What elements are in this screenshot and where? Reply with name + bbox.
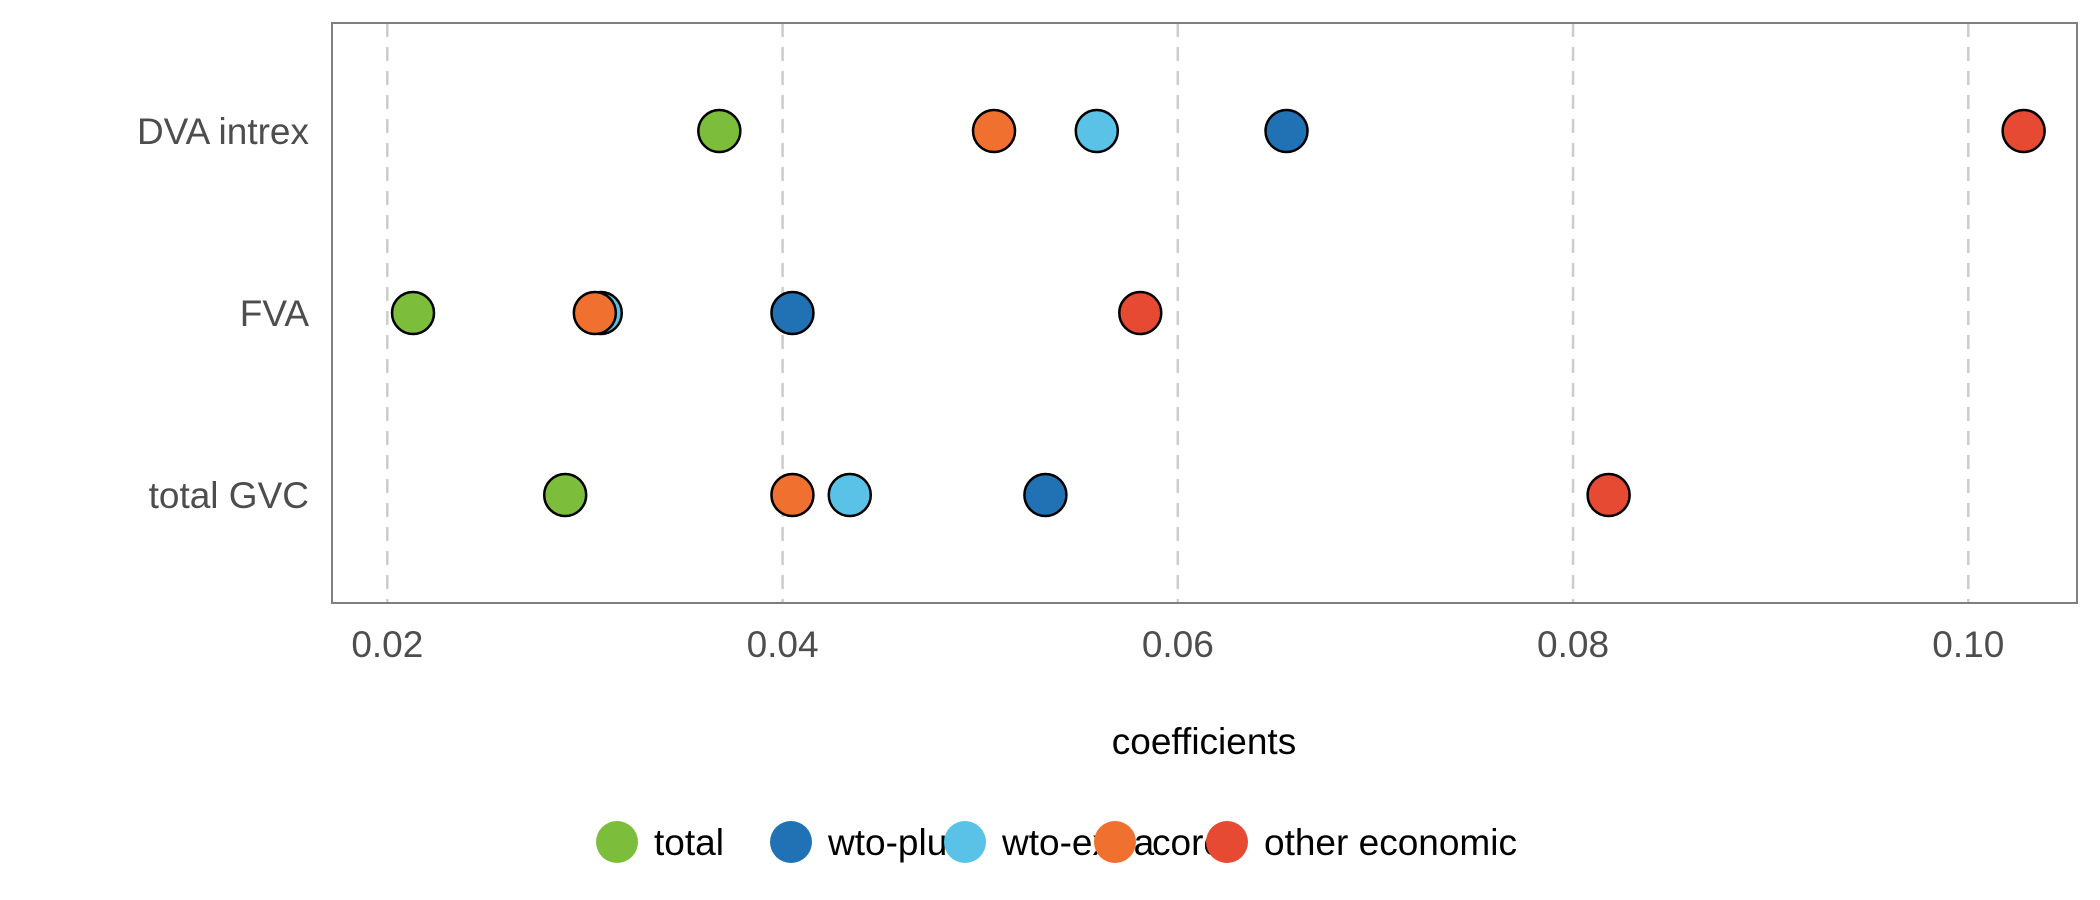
legend-key <box>1094 821 1136 863</box>
data-point <box>971 108 1017 154</box>
x-tick-label: 0.10 <box>1932 624 2004 665</box>
legend-label: other economic <box>1264 822 1517 863</box>
data-point <box>1023 472 1068 518</box>
legend-key <box>596 821 638 863</box>
y-tick-label: FVA <box>240 293 310 334</box>
x-tick-label: 0.04 <box>747 624 819 665</box>
data-point <box>1118 290 1163 336</box>
data-point <box>697 108 742 154</box>
data-point <box>2001 108 2046 154</box>
legend-label: total <box>654 822 724 863</box>
x-tick-label: 0.02 <box>351 624 423 665</box>
data-point <box>390 290 436 336</box>
x-tick-label: 0.08 <box>1537 624 1609 665</box>
data-point <box>770 290 815 336</box>
y-tick-label: DVA intrex <box>137 111 310 152</box>
data-point <box>1074 108 1120 154</box>
legend-key <box>944 821 986 863</box>
data-point <box>1586 472 1631 518</box>
data-point <box>542 472 588 518</box>
legend-label: wto-plus <box>827 822 966 863</box>
y-axis-tick-labels: DVA intrex FVA total GVC <box>137 111 310 516</box>
data-point <box>1264 108 1309 154</box>
data-point <box>572 290 618 336</box>
data-point <box>827 472 873 518</box>
x-tick-label: 0.06 <box>1142 624 1214 665</box>
legend-key <box>770 821 812 863</box>
legend-key <box>1206 821 1248 863</box>
data-point <box>770 472 815 518</box>
x-axis-title: coefficients <box>1112 721 1296 762</box>
data-points <box>390 108 2046 518</box>
y-tick-label: total GVC <box>149 475 309 516</box>
x-axis-tick-labels: 0.02 0.04 0.06 0.08 0.10 <box>351 624 2004 665</box>
gridlines <box>386 23 1970 603</box>
plot-panel-border <box>331 22 2078 604</box>
